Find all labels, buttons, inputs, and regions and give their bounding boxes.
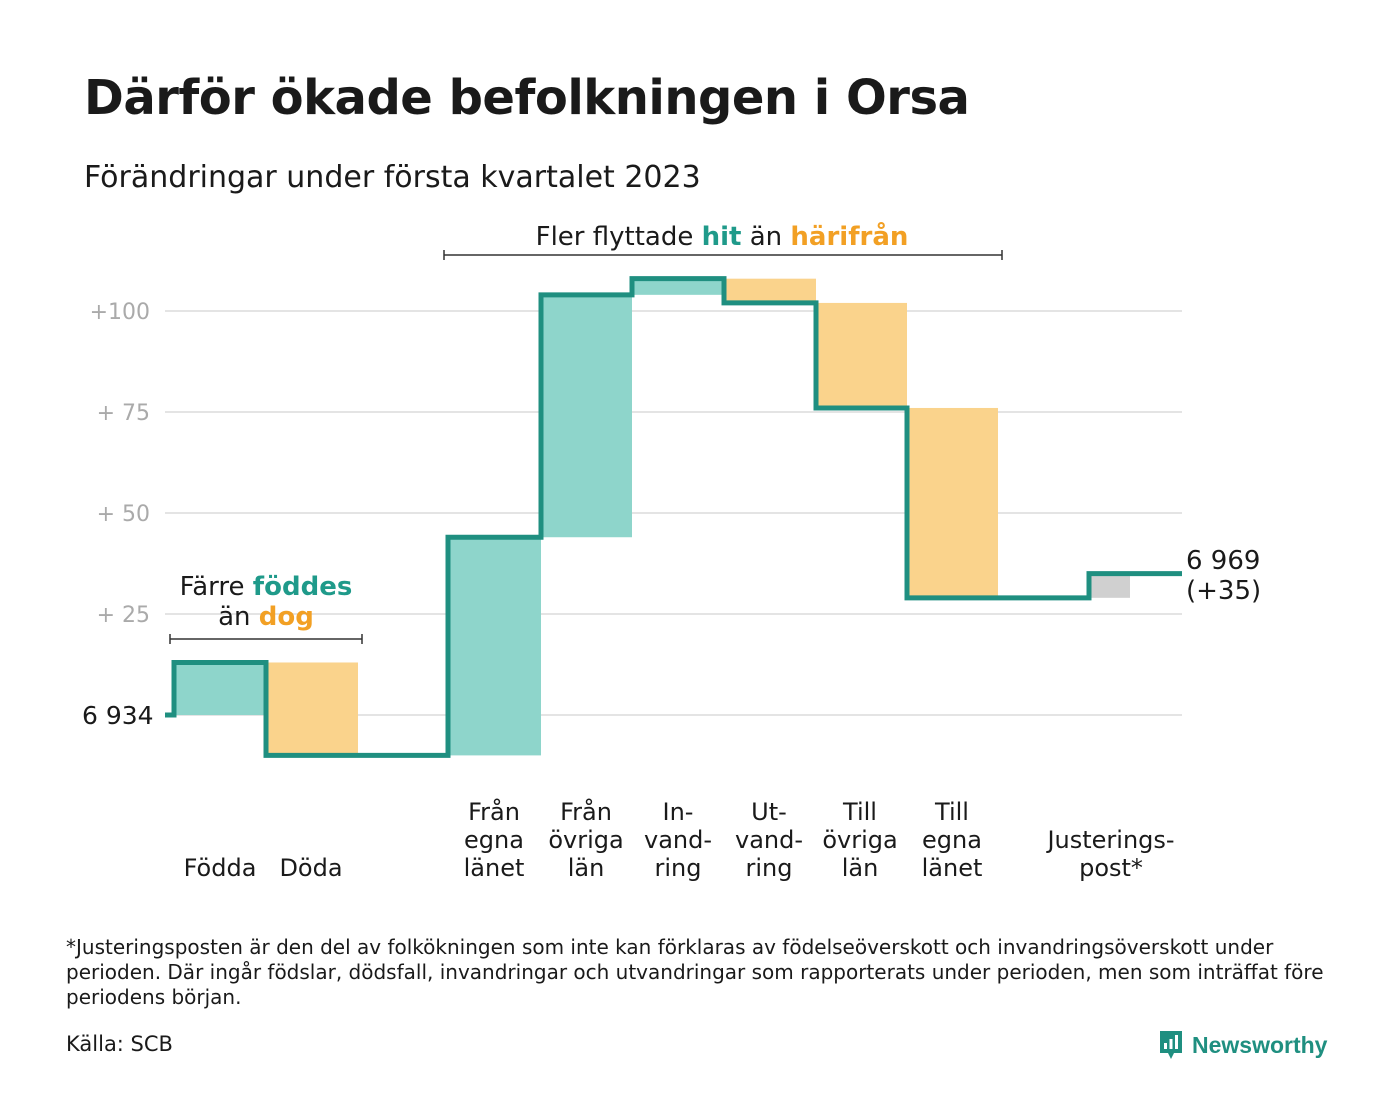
category-label: Ut-vand-ring [735, 798, 803, 882]
waterfall-chart: + 25 + 50 + 75 +100 6 934 6 969(+35) Födda Döda… [82, 220, 1261, 882]
annotation-migration: Fler flyttade hit än härifrån [536, 220, 909, 252]
bracket-migration [443, 250, 1003, 260]
y-tick-label: + 50 [97, 502, 150, 527]
category-label: Från övriga län [548, 797, 623, 882]
annotation-births-deaths-line2: än dog [218, 602, 314, 632]
category-label: Döda [279, 854, 342, 882]
chart-subtitle: Förändringar under första kvartalet 2023 [84, 160, 701, 195]
running-total-line [165, 276, 1182, 758]
start-value-label: 6 934 [82, 701, 154, 730]
waterfall-bar [448, 537, 541, 756]
category-label: Till övriga län [822, 798, 897, 882]
footnote: *Justeringsposten är den del av folkökni… [66, 935, 1324, 1009]
waterfall-bar [266, 662, 358, 756]
source-note: Källa: SCB [66, 1032, 173, 1056]
y-tick-label: + 75 [97, 401, 150, 426]
waterfall-bar [816, 302, 907, 408]
chart-title: Därför ökade befolkningen i Orsa [84, 70, 970, 126]
waterfall-bar [724, 278, 816, 303]
brand-name: Newsworthy [1192, 1031, 1328, 1058]
newsworthy-logo-icon [1160, 1031, 1182, 1059]
category-label: Justerings-post* [1045, 826, 1174, 882]
waterfall-bar [541, 294, 632, 538]
end-change-label: (+35) [1186, 576, 1261, 606]
y-tick-label: + 25 [97, 603, 150, 628]
brand-logo: Newsworthy [1158, 1027, 1327, 1063]
category-label: Till egna länet [922, 798, 983, 882]
category-label: In-vand-ring [644, 798, 712, 882]
y-tick-label: +100 [90, 300, 150, 325]
end-value-label: 6 969 [1186, 546, 1260, 576]
bracket-births-deaths [169, 634, 363, 644]
waterfall-bar [907, 407, 998, 598]
category-label: Födda [184, 854, 257, 882]
annotation-births-deaths: Färre föddes [180, 572, 353, 602]
waterfall-bar [174, 662, 266, 715]
category-label: Från egna länet [464, 797, 525, 882]
waterfall-bar [632, 278, 724, 295]
waterfall-bar [1089, 573, 1130, 598]
